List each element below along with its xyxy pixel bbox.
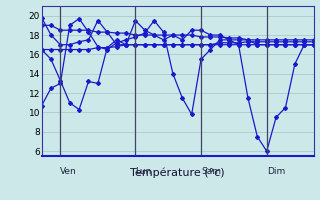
Text: Lun: Lun [135,166,152,176]
Text: Ven: Ven [60,166,77,176]
Text: Dim: Dim [267,166,285,176]
Text: Sam: Sam [201,166,221,176]
X-axis label: Température (°c): Température (°c) [130,167,225,178]
